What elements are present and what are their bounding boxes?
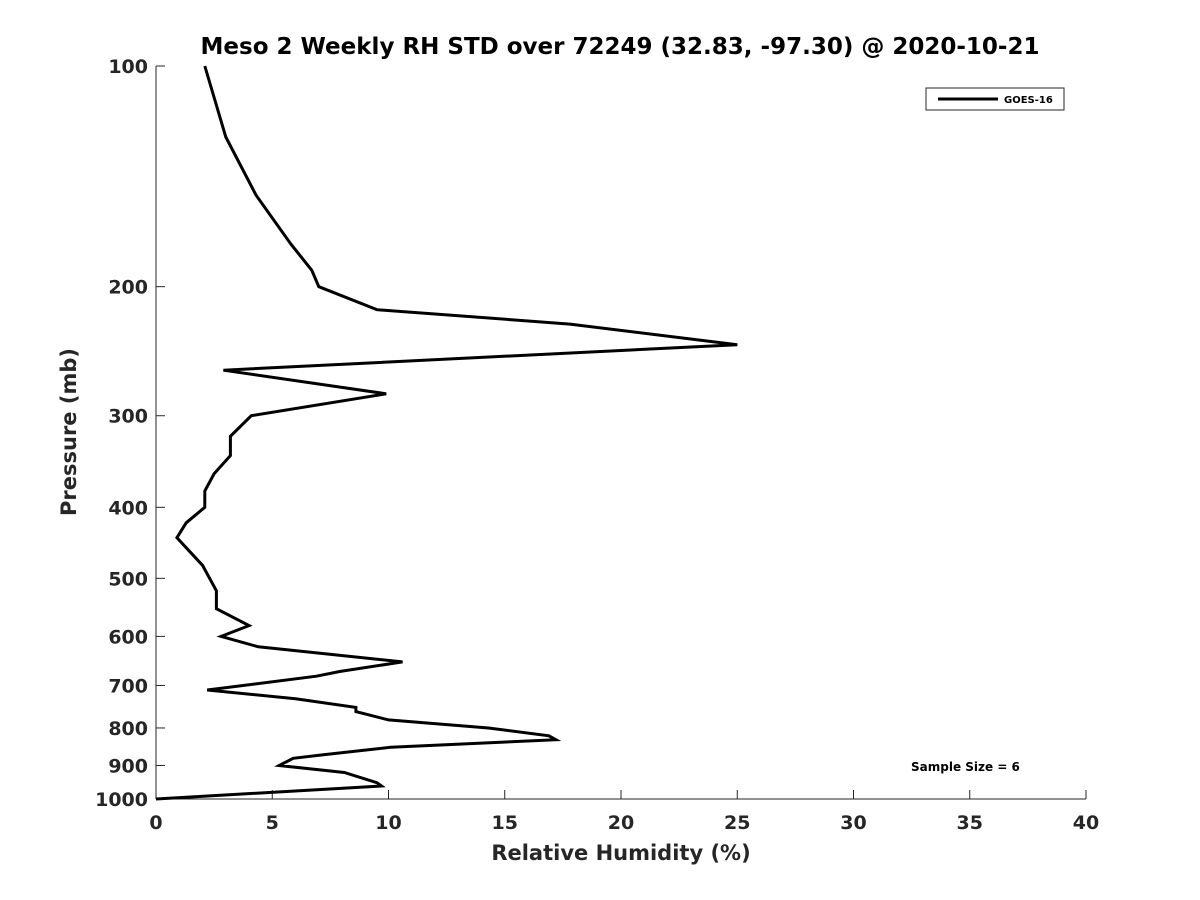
y-tick-label: 200 <box>108 277 148 299</box>
x-tick-label: 15 <box>492 812 518 834</box>
chart-title: Meso 2 Weekly RH STD over 72249 (32.83, … <box>201 34 1040 60</box>
y-tick-label: 800 <box>108 718 148 740</box>
y-tick-label: 100 <box>108 56 148 78</box>
y-tick-label: 500 <box>108 568 148 590</box>
x-tick-label: 5 <box>266 812 279 834</box>
x-tick-label: 0 <box>149 812 162 834</box>
series-line-goes-16 <box>155 65 738 801</box>
sample-size-annotation: Sample Size = 6 <box>911 760 1020 774</box>
y-tick-label: 400 <box>108 497 148 519</box>
y-axis-label: Pressure (mb) <box>57 348 81 516</box>
x-tick-label: 30 <box>840 812 866 834</box>
y-tick-label: 700 <box>108 675 148 697</box>
y-tick-label: 900 <box>108 755 148 777</box>
plot-area <box>155 66 1086 800</box>
y-tick-label: 600 <box>108 626 148 648</box>
y-tick-label: 1000 <box>95 789 148 811</box>
x-tick-label: 20 <box>608 812 634 834</box>
x-axis-ticks: 0 5 10 15 20 25 30 35 40 <box>149 790 1099 834</box>
x-axis-label: Relative Humidity (%) <box>491 841 750 865</box>
y-axis-ticks: 100 200 300 400 500 600 700 800 900 1000 <box>95 56 165 811</box>
y-tick-label: 300 <box>108 406 148 428</box>
x-tick-label: 40 <box>1073 812 1099 834</box>
x-tick-label: 25 <box>724 812 750 834</box>
legend: GOES-16 <box>925 87 1065 111</box>
x-tick-label: 35 <box>957 812 983 834</box>
x-tick-label: 10 <box>375 812 401 834</box>
legend-label-goes16: GOES-16 <box>1004 95 1053 106</box>
series-group <box>155 65 738 801</box>
